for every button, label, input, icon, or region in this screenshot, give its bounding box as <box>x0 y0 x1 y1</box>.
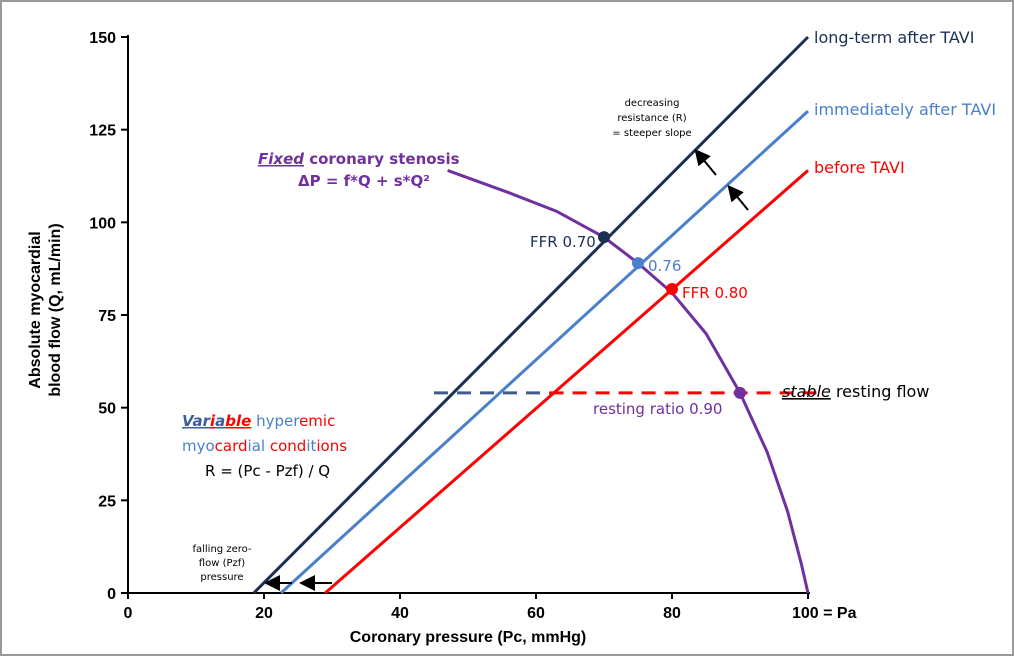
series-line-long-term <box>252 35 810 595</box>
x-tick-label: 0 <box>124 605 133 622</box>
x-axis-title: Coronary pressure (Pc, mmHg) <box>350 629 587 646</box>
zero-flow-note-3: pressure <box>200 572 243 583</box>
point-label-ffr-070: FFR 0.70 <box>530 233 596 251</box>
point-ffr-070 <box>598 231 610 244</box>
zero-flow-note-1: falling zero- <box>192 544 251 555</box>
series-label-before: before TAVI <box>814 158 905 177</box>
variable-conditions-line-2: myocardial conditions <box>182 437 347 455</box>
rotation-arrow-upper <box>694 148 717 176</box>
x-tick-label: 100 = Pa <box>792 605 857 622</box>
y-tick-label: 100 <box>89 215 116 232</box>
series-label-immediately: immediately after TAVI <box>814 100 996 119</box>
point-resting-ratio <box>734 386 746 399</box>
y-tick-label: 50 <box>98 401 116 418</box>
resistance-note-3: = steeper slope <box>612 128 691 139</box>
fixed-stenosis-title: Fixed coronary stenosis <box>258 150 460 168</box>
variable-conditions-title: Variable hyperemic <box>182 412 335 430</box>
point-ffr-080 <box>666 283 678 296</box>
stenosis-curve <box>447 169 810 594</box>
fixed-stenosis-formula: ΔP = f*Q + s*Q² <box>298 172 430 190</box>
series-line-before <box>324 169 809 595</box>
x-tick-label: 40 <box>391 605 409 622</box>
zero-flow-note-2: flow (Pzf) <box>199 558 245 569</box>
series-label-long-term: long-term after TAVI <box>814 28 974 47</box>
y-axis-title-line-1: Absolute myocardial <box>27 231 44 388</box>
y-tick-label: 75 <box>98 308 116 325</box>
point-ffr-076 <box>632 257 644 270</box>
variable-conditions-formula: R = (Pc - Pzf) / Q <box>205 462 330 480</box>
x-tick-label: 60 <box>527 605 545 622</box>
y-tick-label: 25 <box>98 493 116 510</box>
y-tick-label: 0 <box>107 586 116 603</box>
point-label-resting-ratio: resting ratio 0.90 <box>593 400 722 418</box>
rotation-arrow-lower <box>727 184 749 211</box>
resistance-note-2: resistance (R) <box>617 113 686 124</box>
point-label-ffr-076: 0.76 <box>648 257 681 275</box>
y-tick-label: 150 <box>89 30 116 47</box>
resistance-note-1: decreasing <box>625 98 680 109</box>
series-line-immediately <box>279 110 810 595</box>
y-axis-title-line-2: blood flow (Q, mL/min) <box>47 223 64 396</box>
stable-resting-flow-label: stable resting flow <box>782 382 929 401</box>
x-tick-label: 20 <box>255 605 273 622</box>
y-tick-label: 125 <box>89 123 116 140</box>
x-tick-label: 80 <box>663 605 681 622</box>
point-label-ffr-080: FFR 0.80 <box>682 284 748 302</box>
